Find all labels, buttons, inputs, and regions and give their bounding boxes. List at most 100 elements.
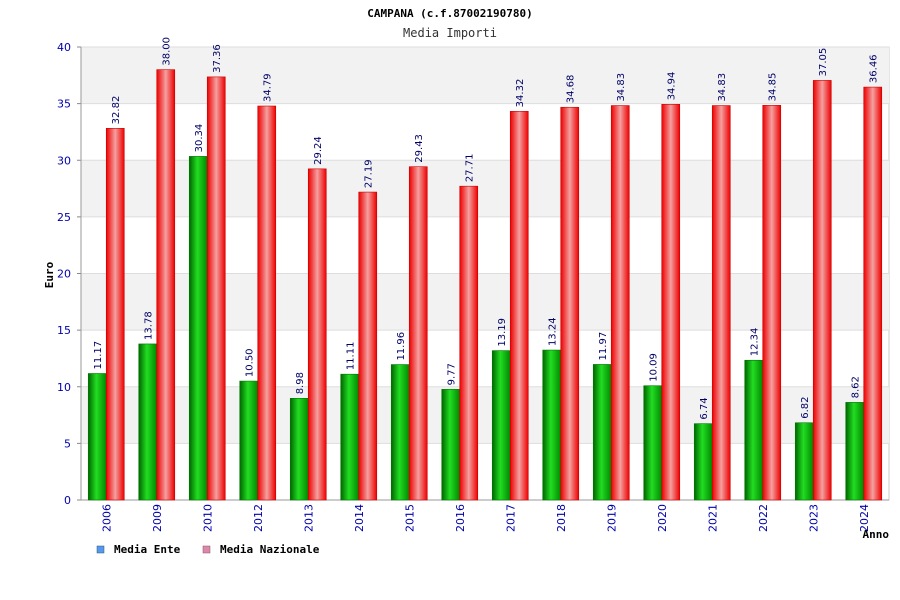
value-label-media-nazionale-2020: 34.94 (667, 72, 678, 101)
value-label-media-nazionale-2010: 37.36 (212, 44, 223, 73)
value-label-media-ente-2024: 8.62 (851, 376, 862, 398)
bar-media-ente-2017 (491, 350, 511, 501)
value-label-media-ente-2021: 6.74 (699, 397, 710, 419)
bar-media-nazionale-2012 (257, 105, 277, 501)
x-tick-label-2010: 2010 (201, 504, 214, 532)
value-label-media-ente-2010: 30.34 (194, 124, 205, 153)
bar-media-ente-2020 (643, 385, 663, 501)
value-label-media-ente-2014: 11.11 (346, 342, 357, 371)
bar-media-nazionale-2024 (863, 86, 883, 501)
bar-media-nazionale-2006 (105, 128, 125, 501)
x-tick-label-2018: 2018 (555, 504, 568, 532)
bar-media-nazionale-2018 (560, 106, 580, 501)
x-tick-label-2014: 2014 (353, 504, 366, 532)
value-label-media-nazionale-2022: 34.85 (768, 73, 779, 102)
x-tick-label-2020: 2020 (656, 504, 669, 532)
bar-media-nazionale-2016 (459, 185, 479, 501)
x-tick-label-2017: 2017 (504, 504, 517, 532)
x-tick-label-2009: 2009 (151, 504, 164, 532)
x-tick-label-2021: 2021 (706, 504, 719, 532)
y-tick-label: 10 (57, 381, 71, 394)
value-label-media-ente-2015: 11.96 (396, 332, 407, 361)
value-label-media-ente-2012: 10.50 (245, 348, 256, 377)
bar-media-ente-2022 (744, 359, 764, 501)
value-label-media-nazionale-2015: 29.43 (414, 134, 425, 163)
value-label-media-ente-2016: 9.77 (447, 363, 458, 385)
bar-media-nazionale-2013 (307, 168, 327, 501)
y-tick-label: 5 (64, 437, 71, 450)
y-tick-label: 35 (57, 98, 71, 111)
legend-swatch-media-nazionale (202, 545, 211, 554)
y-tick-label: 20 (57, 268, 71, 281)
value-label-media-nazionale-2019: 34.83 (616, 73, 627, 102)
value-label-media-nazionale-2017: 34.32 (515, 79, 526, 108)
value-label-media-ente-2019: 11.97 (598, 332, 609, 361)
bar-media-ente-2018 (542, 349, 562, 501)
bar-media-nazionale-2017 (509, 111, 529, 501)
value-label-media-ente-2018: 13.24 (548, 317, 559, 346)
bar-media-ente-2016 (441, 389, 461, 501)
bar-media-ente-2021 (693, 423, 713, 501)
bar-media-nazionale-2015 (408, 166, 428, 501)
y-tick-label: 30 (57, 154, 71, 167)
bar-media-nazionale-2014 (358, 191, 378, 501)
y-tick-label: 15 (57, 324, 71, 337)
x-tick-label-2022: 2022 (757, 504, 770, 532)
value-label-media-nazionale-2023: 37.05 (818, 48, 829, 77)
value-label-media-nazionale-2009: 38.00 (162, 37, 173, 66)
value-label-media-ente-2022: 12.34 (750, 328, 761, 357)
bar-media-ente-2024 (845, 402, 865, 501)
bar-media-ente-2015 (390, 364, 410, 501)
x-tick-label-2016: 2016 (454, 504, 467, 532)
bar-media-nazionale-2020 (661, 104, 681, 501)
x-tick-label-2012: 2012 (252, 504, 265, 532)
bar-media-ente-2010 (188, 156, 208, 501)
value-label-media-nazionale-2024: 36.46 (869, 54, 880, 83)
bar-media-nazionale-2021 (711, 105, 731, 501)
x-tick-label-2015: 2015 (403, 504, 416, 532)
y-axis-label: Euro (43, 261, 56, 288)
bar-media-nazionale-2010 (206, 76, 226, 501)
value-label-media-nazionale-2016: 27.71 (465, 154, 476, 183)
legend: Media Ente Media Nazionale (96, 543, 320, 556)
x-axis-label: Anno (863, 528, 890, 541)
value-label-media-nazionale-2013: 29.24 (313, 136, 324, 165)
x-tick-label-2023: 2023 (807, 504, 820, 532)
y-tick-label: 0 (64, 494, 71, 507)
x-axis-ticks: 2006 2009 2010 2012 2013 2014 2015 2016 2017 2018… (100, 504, 871, 532)
x-tick-label-2013: 2013 (302, 504, 315, 532)
bar-media-ente-2023 (794, 422, 814, 501)
bar-media-nazionale-2023 (812, 80, 832, 501)
value-label-media-ente-2020: 10.09 (649, 353, 660, 382)
bar-media-ente-2014 (340, 373, 360, 501)
bar-media-ente-2006 (87, 373, 107, 501)
value-label-media-nazionale-2006: 32.82 (111, 96, 122, 125)
value-label-media-nazionale-2014: 27.19 (364, 159, 375, 188)
legend-swatch-media-ente (96, 545, 105, 554)
y-tick-label: 25 (57, 211, 71, 224)
x-tick-label-2006: 2006 (100, 504, 113, 532)
x-tick-label-2019: 2019 (605, 504, 618, 532)
bars (87, 69, 883, 501)
bar-media-ente-2013 (289, 398, 309, 501)
value-label-media-ente-2017: 13.19 (497, 318, 508, 347)
value-label-media-ente-2013: 8.98 (295, 372, 306, 394)
x-tick-label-2024: 2024 (858, 504, 871, 532)
y-tick-label: 40 (57, 41, 71, 54)
legend-label-media-nazionale: Media Nazionale (220, 543, 320, 556)
bar-media-nazionale-2022 (762, 105, 782, 501)
bar-media-nazionale-2009 (156, 69, 176, 501)
value-label-media-nazionale-2018: 34.68 (566, 75, 577, 104)
value-label-media-ente-2006: 11.17 (93, 341, 104, 370)
chart-title: CAMPANA (c.f.87002190780) (367, 7, 533, 20)
value-label-media-ente-2023: 6.82 (800, 396, 811, 418)
value-label-media-ente-2009: 13.78 (144, 311, 155, 340)
bar-media-nazionale-2019 (610, 105, 630, 501)
bar-media-ente-2012 (239, 380, 259, 501)
legend-label-media-ente: Media Ente (114, 543, 181, 556)
chart-subtitle: Media Importi (403, 26, 497, 40)
value-label-media-nazionale-2012: 34.79 (263, 73, 274, 102)
bar-media-ente-2019 (592, 364, 612, 501)
bar-media-ente-2009 (138, 343, 158, 501)
